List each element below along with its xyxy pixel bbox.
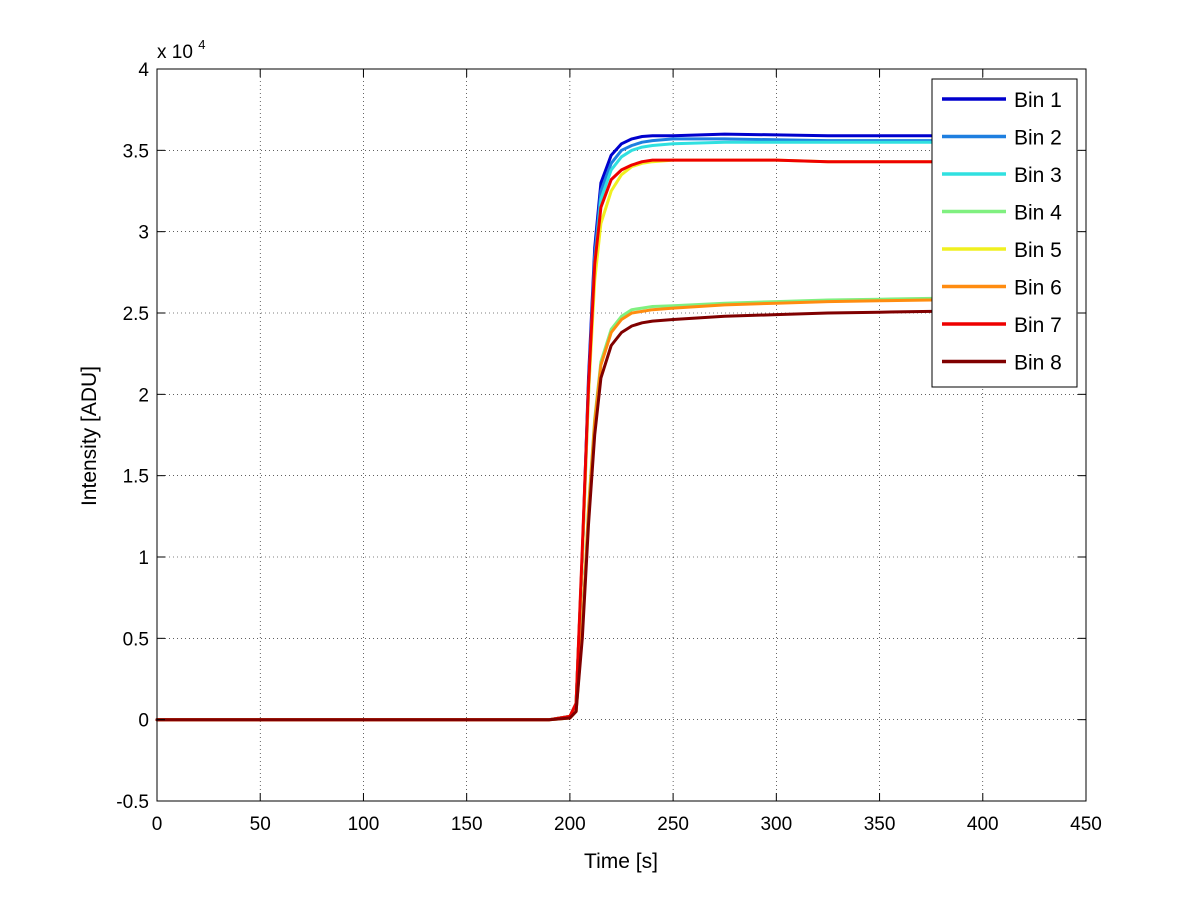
y-tick-label: 0.5 xyxy=(123,629,149,650)
legend-label: Bin 7 xyxy=(1014,314,1062,337)
x-tick-label: 400 xyxy=(967,814,999,835)
plot-frame xyxy=(156,68,1087,802)
y-tick-label: 2 xyxy=(138,385,149,406)
x-tick-label: 100 xyxy=(348,814,380,835)
x-axis-label: Time [s] xyxy=(584,850,658,873)
series-line-bin-8 xyxy=(155,309,933,722)
legend-label: Bin 8 xyxy=(1014,352,1062,375)
legend-label: Bin 2 xyxy=(1014,127,1062,150)
legend-label: Bin 4 xyxy=(1014,202,1062,225)
legend-label: Bin 5 xyxy=(1014,239,1062,262)
x-tick-label: 300 xyxy=(760,814,792,835)
y-axis-multiplier-exponent: 4 xyxy=(198,37,205,52)
y-axis-label: Intensity [ADU] xyxy=(78,366,101,506)
y-tick-label: 3.5 xyxy=(123,141,149,162)
legend-label: Bin 3 xyxy=(1014,164,1062,187)
legend-label: Bin 6 xyxy=(1014,277,1062,300)
x-tick-label: 250 xyxy=(657,814,689,835)
y-tick-label: 0 xyxy=(138,711,149,732)
y-tick-label: -0.5 xyxy=(116,792,149,813)
y-tick-label: 1.5 xyxy=(123,467,149,488)
y-tick-label: 4 xyxy=(138,60,149,81)
plot-area xyxy=(157,69,1086,801)
y-axis-multiplier: x 10 4 xyxy=(157,37,205,63)
y-tick-label: 1 xyxy=(138,548,149,569)
y-tick-label: 3 xyxy=(138,223,149,244)
y-tick-label: 2.5 xyxy=(123,304,149,325)
legend-box xyxy=(931,78,1078,388)
x-tick-label: 50 xyxy=(250,814,271,835)
legend-label: Bin 1 xyxy=(1014,89,1062,112)
legend: Bin 1 Bin 2 Bin 3 Bin 4 Bin 5 Bin 6 Bin 7 Bin 8 xyxy=(931,78,1078,388)
x-tick-label: 200 xyxy=(554,814,586,835)
x-tick-label: 150 xyxy=(451,814,483,835)
x-tick-label: 0 xyxy=(152,814,163,835)
axis-ticks: 0 50 100 150 200 250 300 350 400 450-0.500.511.52… xyxy=(116,60,1102,835)
series-lines xyxy=(155,132,933,722)
x-tick-label: 450 xyxy=(1070,814,1102,835)
x-tick-label: 350 xyxy=(864,814,896,835)
y-axis-multiplier-base: x 10 xyxy=(157,42,193,63)
